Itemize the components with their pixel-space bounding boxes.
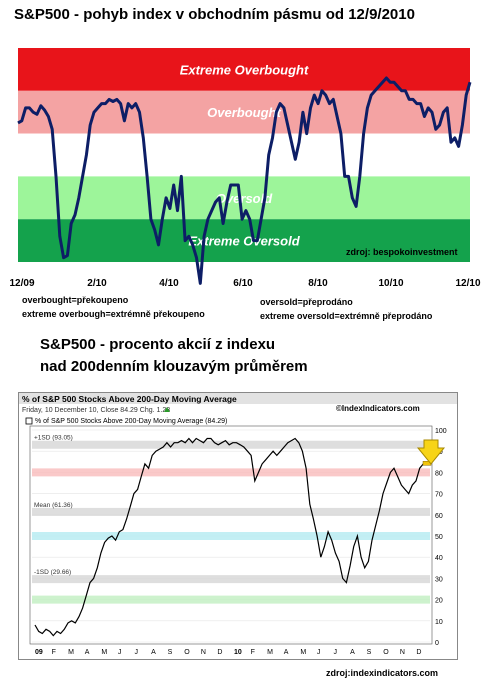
bottom-x-tick-4: M bbox=[101, 649, 107, 656]
top-zone-label-0: Extreme Overbought bbox=[180, 62, 309, 77]
bottom-y-tick-5: 50 bbox=[435, 534, 443, 541]
bottom-x-tick-17: J bbox=[317, 649, 321, 656]
bottom-y-tick-0: 100 bbox=[435, 428, 447, 435]
bottom-x-tick-22: N bbox=[400, 649, 405, 656]
bottom-chart-bands: +1SD (93.05) Mean (61.36) -1SD (29.66) bbox=[32, 435, 430, 604]
bottom-x-tick-23: D bbox=[416, 649, 421, 656]
bottom-x-tick-9: O bbox=[184, 649, 190, 656]
band-label-2: Mean (61.36) bbox=[34, 502, 73, 509]
bottom-x-tick-2: M bbox=[68, 649, 74, 656]
bottom-x-tick-12: 10 bbox=[234, 649, 242, 656]
bottom-y-tick-4: 60 bbox=[435, 513, 443, 520]
top-chart-source: zdroj: bespokoinvestment bbox=[346, 247, 458, 257]
change-up-arrow-icon bbox=[164, 407, 170, 412]
bottom-chart-header: % of S&P 500 Stocks Above 200-Day Moving… bbox=[22, 394, 237, 404]
band-3 bbox=[32, 532, 430, 540]
bottom-x-tick-6: J bbox=[135, 649, 139, 656]
bottom-x-tick-15: A bbox=[284, 649, 289, 656]
bottom-y-tick-8: 20 bbox=[435, 598, 443, 605]
top-zone-4 bbox=[18, 219, 470, 262]
top-x-tick-3: 6/10 bbox=[233, 278, 253, 289]
legend-extreme-oversold: extreme oversold=extrémně přeprodáno bbox=[260, 311, 433, 321]
legend-oversold: oversold=přeprodáno bbox=[260, 297, 353, 307]
bottom-y-tick-7: 30 bbox=[435, 576, 443, 583]
top-zone-label-4: Extreme Oversold bbox=[188, 234, 300, 249]
top-chart-title: S&P500 - pohyb index v obchodním pásmu o… bbox=[14, 6, 415, 23]
top-x-tick-5: 10/10 bbox=[378, 278, 403, 289]
series-legend-swatch bbox=[25, 417, 33, 425]
bottom-chart-title-line-2: nad 200denním klouzavým průměrem bbox=[40, 358, 308, 375]
bottom-x-tick-19: A bbox=[350, 649, 355, 656]
bottom-x-tick-13: F bbox=[251, 649, 255, 656]
bottom-x-tick-0: 09 bbox=[35, 649, 43, 656]
bottom-x-tick-11: D bbox=[217, 649, 222, 656]
bottom-chart-x-ticks: 09 F M A M J J A S O N D 10 F M A M J J A S O N D bbox=[35, 649, 421, 656]
bottom-x-tick-20: S bbox=[367, 649, 372, 656]
band-label-0: +1SD (93.05) bbox=[34, 435, 73, 442]
top-x-tick-0: 12/09 bbox=[9, 278, 34, 289]
bottom-chart-subheader: Friday, 10 December 10, Close 84.29 Chg.… bbox=[22, 407, 170, 414]
band-2 bbox=[32, 507, 430, 516]
bottom-x-tick-1: F bbox=[52, 649, 56, 656]
legend-overbought: overbought=překoupeno bbox=[22, 295, 129, 305]
bottom-y-tick-3: 70 bbox=[435, 492, 443, 499]
bottom-x-tick-5: J bbox=[118, 649, 122, 656]
bottom-x-tick-21: O bbox=[383, 649, 389, 656]
band-4 bbox=[32, 575, 430, 584]
top-x-tick-4: 8/10 bbox=[308, 278, 328, 289]
bottom-chart-series-label: % of S&P 500 Stocks Above 200-Day Moving… bbox=[35, 418, 227, 425]
bottom-x-tick-18: J bbox=[334, 649, 338, 656]
top-x-tick-2: 4/10 bbox=[159, 278, 179, 289]
band-label-4: -1SD (29.66) bbox=[34, 569, 71, 576]
bottom-chart: % of S&P 500 Stocks Above 200-Day Moving… bbox=[18, 392, 458, 660]
top-zone-2 bbox=[18, 133, 470, 177]
bottom-y-tick-6: 40 bbox=[435, 555, 443, 562]
bottom-y-tick-2: 80 bbox=[435, 470, 443, 477]
bottom-x-tick-3: A bbox=[85, 649, 90, 656]
down-arrow-icon bbox=[416, 439, 446, 465]
top-x-tick-6: 12/10 bbox=[455, 278, 480, 289]
top-zone-label-3: Oversold bbox=[216, 191, 273, 206]
top-x-tick-1: 2/10 bbox=[87, 278, 107, 289]
bottom-chart-source: zdroj:indexindicators.com bbox=[326, 668, 439, 678]
top-chart-series-line bbox=[17, 76, 472, 285]
bottom-chart-header-bar bbox=[19, 393, 457, 404]
band-1 bbox=[32, 468, 430, 477]
bottom-chart-title-line-1: S&P500 - procento akcií z indexu bbox=[40, 336, 276, 353]
top-zone-label-1: Overbought bbox=[207, 105, 281, 120]
bottom-y-tick-9: 10 bbox=[435, 619, 443, 626]
bottom-x-tick-8: S bbox=[168, 649, 173, 656]
bottom-x-tick-10: N bbox=[201, 649, 206, 656]
bottom-x-tick-14: M bbox=[267, 649, 273, 656]
band-5 bbox=[32, 595, 430, 604]
top-chart-x-ticks: 12/09 2/10 4/10 6/10 8/10 10/10 12/10 bbox=[9, 278, 480, 289]
bottom-chart-series-line bbox=[34, 437, 428, 637]
bottom-y-tick-10: 0 bbox=[435, 640, 439, 647]
legend-extreme-overbought: extreme overbough=extrémně překoupeno bbox=[22, 309, 205, 319]
bottom-x-tick-16: M bbox=[300, 649, 306, 656]
band-0 bbox=[32, 440, 430, 449]
bottom-x-tick-7: A bbox=[151, 649, 156, 656]
bottom-chart-brand: ©IndexIndicators.com bbox=[336, 404, 420, 413]
top-chart: Extreme Overbought Overbought Oversold Extr… bbox=[9, 48, 481, 289]
